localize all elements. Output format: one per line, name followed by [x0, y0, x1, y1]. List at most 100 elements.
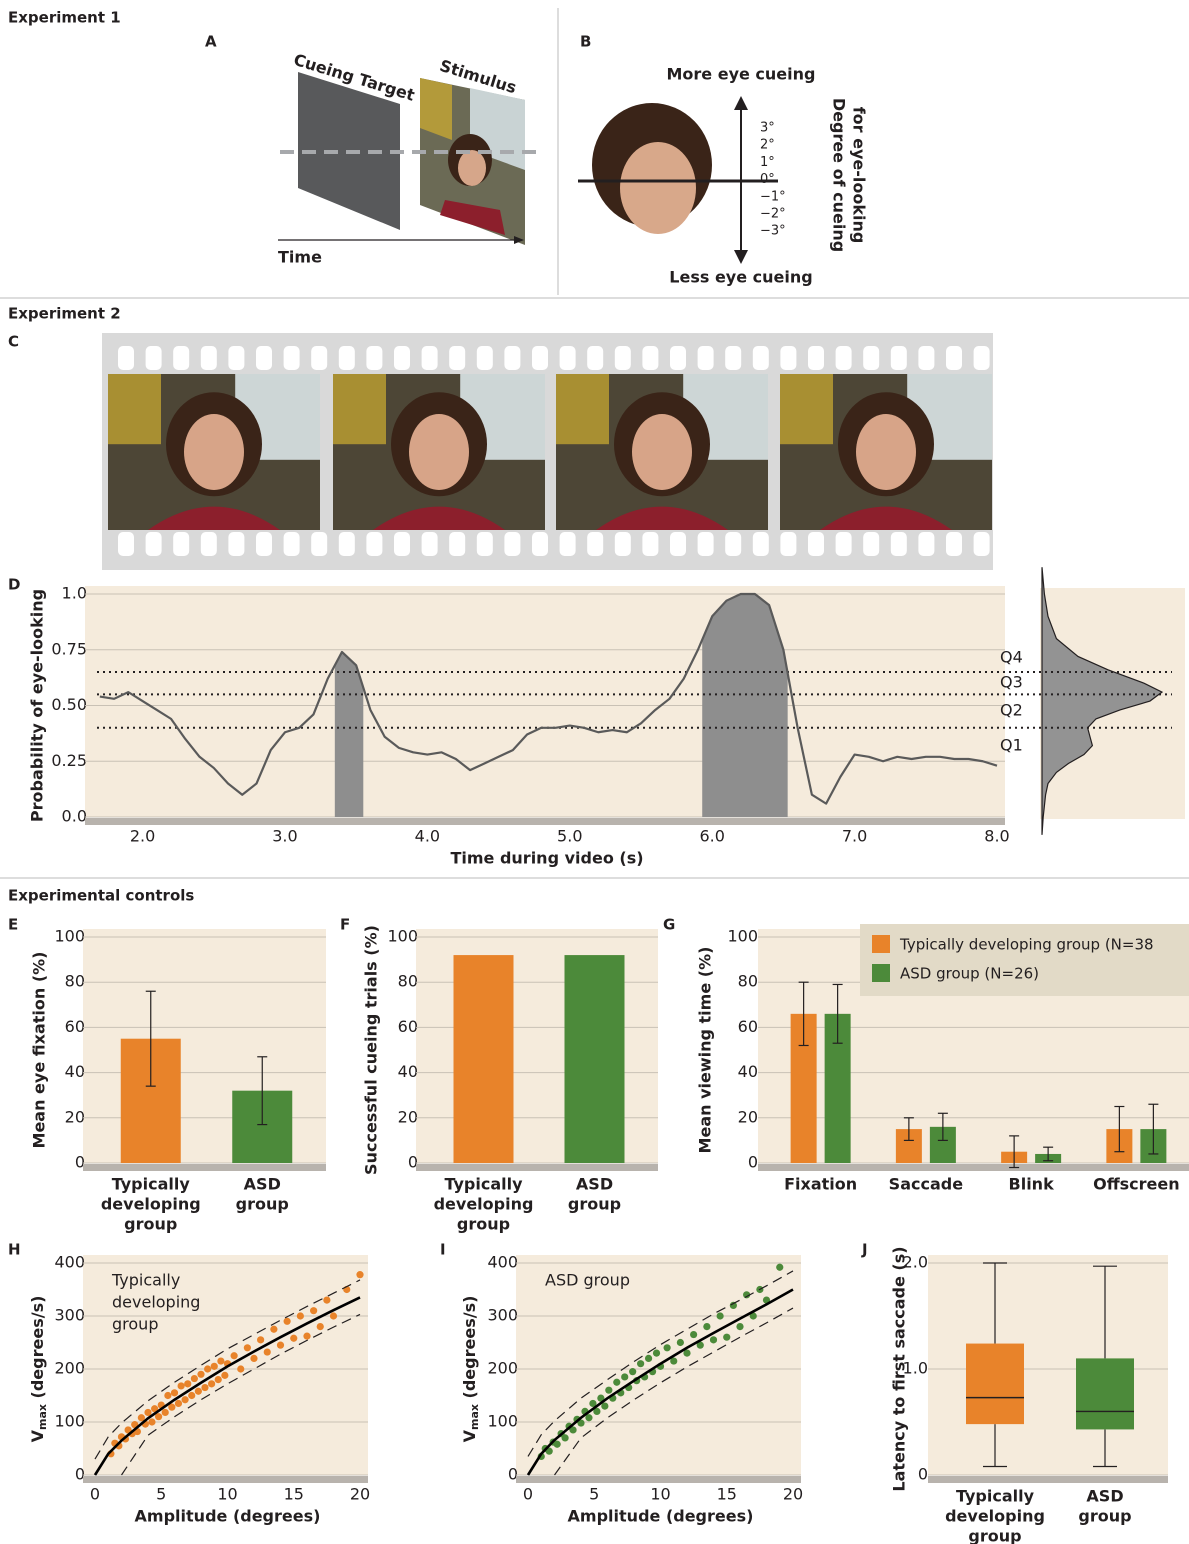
- film-hole: [201, 532, 217, 556]
- film-hole: [173, 532, 189, 556]
- x-tick-label: Saccade: [889, 1175, 964, 1194]
- film-hole: [560, 346, 576, 370]
- y-tick-label: 20: [398, 1107, 418, 1126]
- point: [284, 1318, 291, 1325]
- y-tick-label: 0: [748, 1153, 758, 1172]
- degree-label: 1°: [760, 155, 775, 170]
- x-tick-label: 6.0: [699, 827, 724, 846]
- y-axis-title-part: V: [28, 1429, 47, 1442]
- film-hole: [974, 346, 990, 370]
- annotation: ASD group: [545, 1271, 630, 1290]
- film-hole: [366, 532, 382, 556]
- figure: Experiment 1 Experiment 2 Experimental c…: [0, 0, 1189, 1544]
- film-hole: [532, 346, 548, 370]
- stimulus-face: [458, 150, 486, 186]
- point: [201, 1384, 208, 1391]
- x-tick-label: 2.0: [130, 827, 155, 846]
- plot-background: [85, 586, 1005, 817]
- axis-baseline: [928, 1476, 1168, 1483]
- point: [257, 1336, 264, 1343]
- axis-baseline: [83, 1164, 326, 1171]
- film-hole: [698, 346, 714, 370]
- y-tick-label: 400: [54, 1253, 85, 1272]
- y-tick-label: 40: [65, 1062, 85, 1081]
- film-hole: [311, 346, 327, 370]
- y-tick-label: 300: [54, 1306, 85, 1325]
- film-hole: [642, 532, 658, 556]
- film-hole: [449, 346, 465, 370]
- y-tick-label: 60: [398, 1017, 418, 1036]
- frame-shelf: [108, 374, 161, 444]
- point: [736, 1323, 743, 1330]
- point: [717, 1312, 724, 1319]
- point: [188, 1392, 195, 1399]
- x-tick-label: 4.0: [415, 827, 440, 846]
- legend-label: ASD group (N=26): [900, 965, 1039, 983]
- film-hole: [946, 346, 962, 370]
- x-tick-label: 5: [589, 1485, 599, 1504]
- x-tick-label: 15: [717, 1485, 737, 1504]
- point: [645, 1355, 652, 1362]
- x-tick-label: Offscreen: [1093, 1175, 1180, 1194]
- degree-label: 3°: [760, 121, 775, 136]
- film-hole: [173, 346, 189, 370]
- point: [215, 1376, 222, 1383]
- point: [270, 1326, 277, 1333]
- point: [356, 1271, 363, 1278]
- x-tick-label: Typically: [444, 1175, 523, 1194]
- face: [620, 142, 696, 234]
- point: [277, 1342, 284, 1349]
- y-axis-title: Vmax (degrees/s): [28, 1296, 50, 1443]
- y-axis-title: Vmax (degrees/s): [460, 1296, 482, 1443]
- quartile-label: Q3: [1000, 673, 1023, 692]
- annotation: developing: [112, 1293, 200, 1312]
- film-hole: [753, 532, 769, 556]
- degree-label: 0°: [760, 172, 775, 187]
- film-hole: [311, 532, 327, 556]
- point: [562, 1434, 569, 1441]
- film-hole: [974, 532, 990, 556]
- point: [171, 1389, 178, 1396]
- y-tick-label: 100: [487, 1412, 518, 1431]
- film-hole: [615, 346, 631, 370]
- y-tick-label: 60: [738, 1017, 758, 1036]
- panel-label: G: [663, 916, 675, 934]
- film-hole: [753, 346, 769, 370]
- annotation: group: [112, 1315, 158, 1334]
- y-tick-label: 40: [398, 1062, 418, 1081]
- point: [244, 1344, 251, 1351]
- point: [211, 1363, 218, 1370]
- x-tick-label: group: [1078, 1507, 1131, 1526]
- point: [703, 1323, 710, 1330]
- film-hole: [891, 532, 907, 556]
- film-hole: [394, 532, 410, 556]
- diagram-label: Less eye cueing: [669, 268, 812, 287]
- y-tick-label: 400: [487, 1253, 518, 1272]
- frame-face: [409, 414, 469, 490]
- point: [317, 1323, 324, 1330]
- x-tick-label: 15: [284, 1485, 304, 1504]
- film-hole: [366, 346, 382, 370]
- y-tick-label: 300: [487, 1306, 518, 1325]
- frame-face: [856, 414, 916, 490]
- frame-face: [184, 414, 244, 490]
- bar: [565, 955, 625, 1163]
- film-hole: [118, 532, 134, 556]
- page: { "headings": ["Experiment 1", "Experime…: [0, 0, 1189, 1544]
- x-tick-label: group: [568, 1195, 621, 1214]
- film-hole: [504, 346, 520, 370]
- film-hole: [808, 346, 824, 370]
- point: [690, 1331, 697, 1338]
- x-tick-label: 5.0: [557, 827, 582, 846]
- y-axis-title-sub: max: [468, 1404, 481, 1430]
- x-axis-title: Amplitude (degrees): [135, 1507, 321, 1526]
- point: [710, 1336, 717, 1343]
- film-hole: [587, 532, 603, 556]
- point: [191, 1375, 198, 1382]
- film-hole: [228, 532, 244, 556]
- x-tick-label: group: [124, 1215, 177, 1234]
- point: [310, 1307, 317, 1314]
- point: [637, 1360, 644, 1367]
- x-tick-label: 10: [217, 1485, 237, 1504]
- point: [204, 1365, 211, 1372]
